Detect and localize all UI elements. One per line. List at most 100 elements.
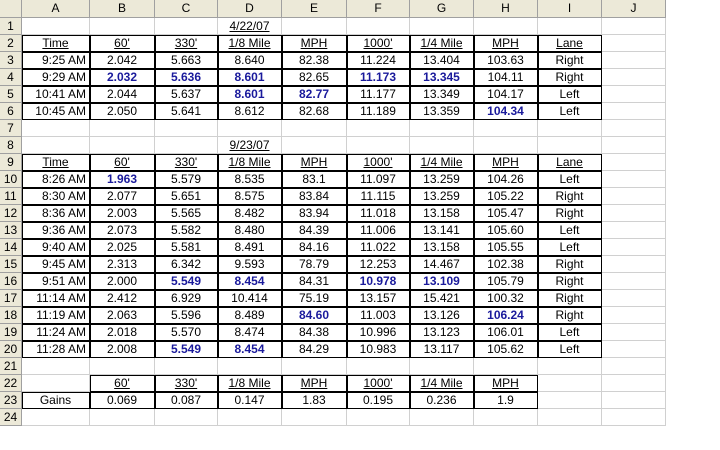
cell[interactable]: MPH: [474, 375, 538, 392]
cell[interactable]: 9:40 AM: [22, 239, 90, 256]
cell[interactable]: 11:14 AM: [22, 290, 90, 307]
cell[interactable]: 60': [90, 375, 155, 392]
empty-cell[interactable]: [410, 120, 474, 137]
cell[interactable]: 104.17: [474, 86, 538, 103]
cell[interactable]: Time: [22, 35, 90, 52]
cell[interactable]: 11.177: [347, 86, 410, 103]
cell[interactable]: 83.94: [282, 205, 347, 222]
column-header[interactable]: D: [218, 0, 282, 18]
row-header[interactable]: 14: [0, 239, 22, 256]
empty-cell[interactable]: [602, 35, 666, 52]
empty-cell[interactable]: [410, 358, 474, 375]
cell[interactable]: 8.601: [218, 86, 282, 103]
cell[interactable]: 8:36 AM: [22, 205, 90, 222]
cell[interactable]: MPH: [474, 35, 538, 52]
cell[interactable]: 2.077: [90, 188, 155, 205]
empty-cell[interactable]: [602, 103, 666, 120]
empty-cell[interactable]: [347, 358, 410, 375]
cell[interactable]: 8.640: [218, 52, 282, 69]
cell[interactable]: 11.115: [347, 188, 410, 205]
empty-cell[interactable]: [155, 120, 218, 137]
cell[interactable]: 1/4 Mile: [410, 375, 474, 392]
row-header[interactable]: 4: [0, 69, 22, 86]
cell[interactable]: Right: [538, 52, 602, 69]
column-header[interactable]: A: [22, 0, 90, 18]
row-header[interactable]: 1: [0, 18, 22, 35]
empty-cell[interactable]: [602, 392, 666, 409]
cell[interactable]: MPH: [282, 35, 347, 52]
cell[interactable]: 8:26 AM: [22, 171, 90, 188]
cell[interactable]: 11.018: [347, 205, 410, 222]
empty-cell[interactable]: [22, 18, 90, 35]
cell[interactable]: 0.147: [218, 392, 282, 409]
cell[interactable]: 8.575: [218, 188, 282, 205]
empty-cell[interactable]: [155, 18, 218, 35]
cell[interactable]: 5.549: [155, 273, 218, 290]
cell[interactable]: 1/4 Mile: [410, 154, 474, 171]
empty-cell[interactable]: [602, 341, 666, 358]
cell[interactable]: 5.570: [155, 324, 218, 341]
cell[interactable]: 11.003: [347, 307, 410, 324]
empty-cell[interactable]: [602, 239, 666, 256]
cell[interactable]: 2.032: [90, 69, 155, 86]
cell[interactable]: 1000': [347, 154, 410, 171]
empty-cell[interactable]: [602, 154, 666, 171]
cell[interactable]: 0.195: [347, 392, 410, 409]
cell[interactable]: 13.158: [410, 205, 474, 222]
cell[interactable]: 1/4 Mile: [410, 35, 474, 52]
empty-cell[interactable]: [218, 358, 282, 375]
empty-cell[interactable]: [282, 409, 347, 426]
empty-cell[interactable]: [90, 18, 155, 35]
cell[interactable]: 13.359: [410, 103, 474, 120]
cell[interactable]: 13.349: [410, 86, 474, 103]
cell[interactable]: 105.22: [474, 188, 538, 205]
cell[interactable]: 82.65: [282, 69, 347, 86]
empty-cell[interactable]: [602, 188, 666, 205]
cell[interactable]: 13.345: [410, 69, 474, 86]
empty-cell[interactable]: [218, 120, 282, 137]
cell[interactable]: 330': [155, 375, 218, 392]
empty-cell[interactable]: [538, 18, 602, 35]
empty-cell[interactable]: [602, 409, 666, 426]
empty-cell[interactable]: [22, 137, 90, 154]
cell[interactable]: 8:30 AM: [22, 188, 90, 205]
empty-cell[interactable]: [22, 358, 90, 375]
cell[interactable]: 0.236: [410, 392, 474, 409]
cell[interactable]: 13.259: [410, 188, 474, 205]
cell[interactable]: Left: [538, 341, 602, 358]
empty-cell[interactable]: [602, 273, 666, 290]
cell[interactable]: 100.32: [474, 290, 538, 307]
empty-cell[interactable]: [602, 18, 666, 35]
cell[interactable]: 106.24: [474, 307, 538, 324]
empty-cell[interactable]: [602, 171, 666, 188]
cell[interactable]: 1.963: [90, 171, 155, 188]
cell[interactable]: Time: [22, 154, 90, 171]
empty-cell[interactable]: [22, 375, 90, 392]
cell[interactable]: Lane: [538, 35, 602, 52]
row-header[interactable]: 21: [0, 358, 22, 375]
empty-cell[interactable]: [602, 69, 666, 86]
cell[interactable]: 13.158: [410, 239, 474, 256]
cell[interactable]: 5.636: [155, 69, 218, 86]
column-header[interactable]: B: [90, 0, 155, 18]
cell[interactable]: 105.79: [474, 273, 538, 290]
column-header[interactable]: C: [155, 0, 218, 18]
cell[interactable]: 11.022: [347, 239, 410, 256]
empty-cell[interactable]: [282, 137, 347, 154]
cell[interactable]: MPH: [282, 154, 347, 171]
cell[interactable]: Lane: [538, 154, 602, 171]
row-header[interactable]: 8: [0, 137, 22, 154]
cell[interactable]: 13.117: [410, 341, 474, 358]
cell[interactable]: 12.253: [347, 256, 410, 273]
cell[interactable]: 1/8 Mile: [218, 154, 282, 171]
cell[interactable]: 2.073: [90, 222, 155, 239]
cell[interactable]: 5.651: [155, 188, 218, 205]
empty-cell[interactable]: [155, 409, 218, 426]
cell[interactable]: MPH: [282, 375, 347, 392]
cell[interactable]: 8.535: [218, 171, 282, 188]
row-header[interactable]: 5: [0, 86, 22, 103]
row-header[interactable]: 11: [0, 188, 22, 205]
cell[interactable]: 9:25 AM: [22, 52, 90, 69]
cell[interactable]: 5.581: [155, 239, 218, 256]
cell[interactable]: 11.097: [347, 171, 410, 188]
